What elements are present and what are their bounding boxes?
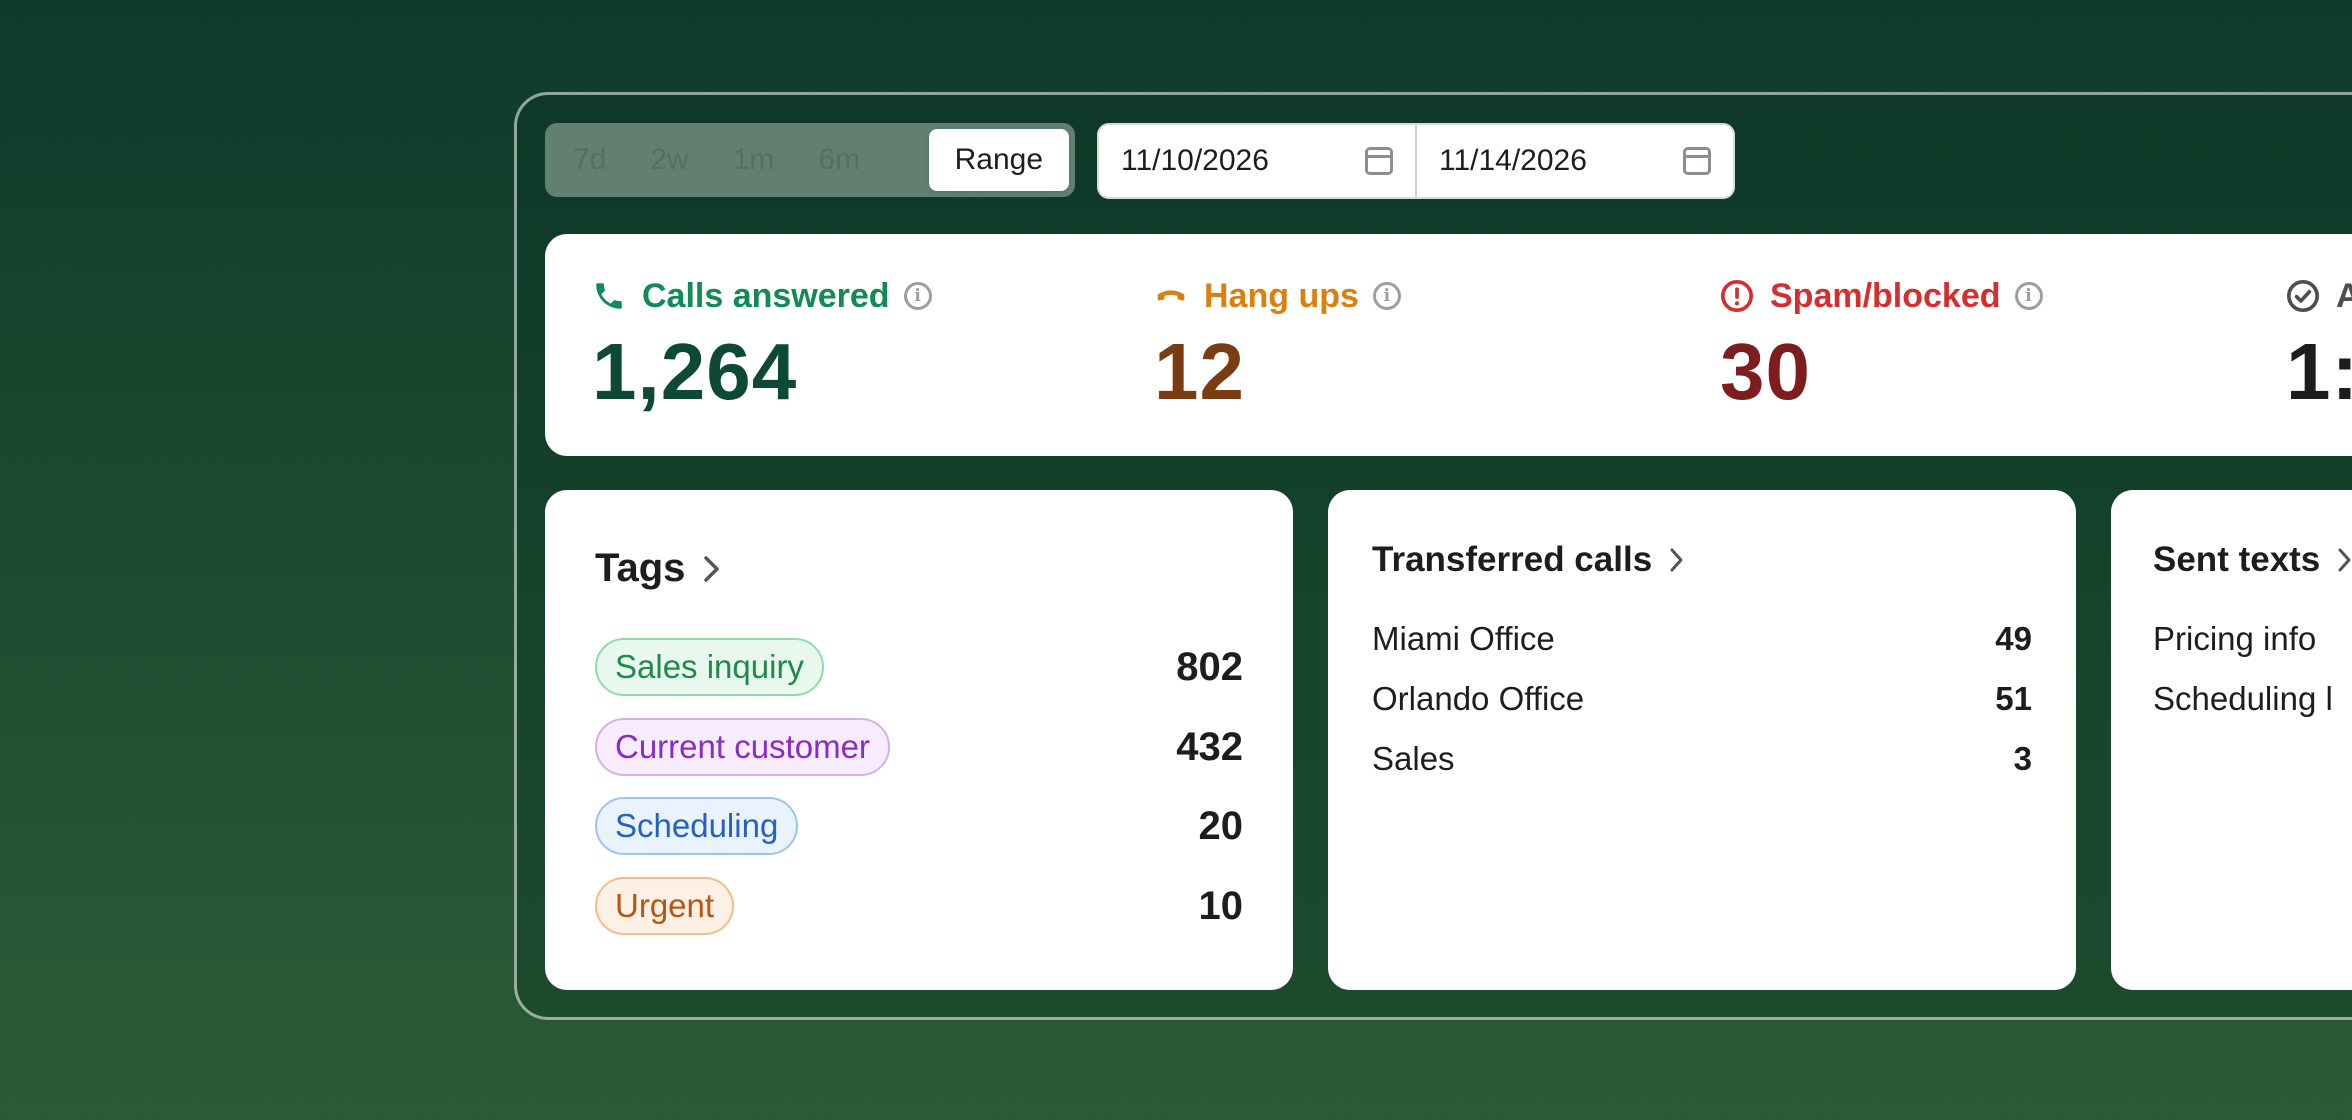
tag-pill: Current customer [595, 718, 890, 776]
transferred-calls-title: Transferred calls [1372, 540, 1653, 579]
check-circle-icon [2286, 279, 2320, 313]
phone-icon [596, 283, 622, 309]
tags-card: Tags Sales inquiry 802 Current customer … [545, 490, 1293, 990]
tag-row[interactable]: Sales inquiry 802 [595, 638, 1243, 696]
hang-up-icon [1157, 290, 1185, 301]
stat-value: 1: [2286, 327, 2352, 416]
tag-row[interactable]: Current customer 432 [595, 718, 1243, 776]
list-item[interactable]: Miami Office 49 [1372, 620, 2032, 658]
range-option-7d[interactable]: 7d [573, 143, 607, 176]
date-range-picker: 11/10/2026 11/14/2026 [1097, 123, 1735, 199]
tag-pill: Urgent [595, 877, 735, 935]
stat-calls-answered: Calls answered i 1,264 [592, 276, 932, 418]
end-date-field[interactable]: 11/14/2026 [1415, 125, 1733, 197]
tag-count: 802 [1176, 644, 1243, 689]
stat-value: 30 [1720, 327, 1811, 416]
range-option-6m[interactable]: 6m [818, 143, 861, 176]
range-option-2w[interactable]: 2w [650, 143, 689, 176]
tag-count: 10 [1198, 883, 1244, 928]
stat-label: Hang ups [1204, 276, 1359, 315]
list-item[interactable]: Orlando Office 51 [1372, 680, 2032, 718]
stat-label: Spam/blocked [1770, 276, 2001, 315]
tag-count: 432 [1176, 724, 1243, 769]
stats-panel: Calls answered i 1,264 Hang ups i 12 Spa… [545, 234, 2352, 456]
info-icon[interactable]: i [1372, 282, 1401, 310]
stat-average: A 1: [2286, 276, 2352, 418]
list-item-label: Orlando Office [1372, 680, 1585, 717]
tag-row[interactable]: Scheduling 20 [595, 797, 1243, 855]
list-item-label: Sales [1372, 740, 1455, 777]
range-option-1m[interactable]: 1m [732, 143, 775, 176]
stat-value: 12 [1154, 327, 1245, 416]
end-date-value: 11/14/2026 [1439, 144, 1587, 177]
info-icon[interactable]: i [903, 282, 932, 310]
list-item[interactable]: Scheduling l [2153, 680, 2333, 718]
stat-value: 1,264 [592, 327, 798, 416]
list-item[interactable]: Sales 3 [1372, 740, 2032, 778]
list-item-label: Miami Office [1372, 620, 1555, 657]
transferred-calls-header[interactable]: Transferred calls [1372, 540, 1686, 580]
sent-texts-header[interactable]: Sent texts [2153, 540, 2352, 580]
tag-row[interactable]: Urgent 10 [595, 877, 1243, 935]
start-date-value: 11/10/2026 [1121, 144, 1269, 177]
list-item-count: 49 [1995, 620, 2032, 657]
alert-icon [1720, 279, 1754, 313]
stat-label: A [2336, 276, 2352, 315]
list-item-count: 3 [2013, 740, 2032, 777]
list-item-label: Pricing info [2153, 620, 2317, 657]
sent-texts-title: Sent texts [2153, 540, 2321, 579]
sent-texts-card: Sent texts Pricing info Scheduling l [2111, 490, 2352, 990]
stat-spam-blocked: Spam/blocked i 30 [1720, 276, 2043, 418]
chevron-right-icon [1670, 548, 1683, 572]
range-selector: 7d 2w 1m 6m Range [545, 123, 1075, 197]
info-icon[interactable]: i [2014, 282, 2043, 310]
tag-pill: Sales inquiry [595, 638, 824, 696]
tags-card-header[interactable]: Tags [595, 546, 723, 591]
tag-count: 20 [1198, 803, 1244, 848]
stat-label: Calls answered [642, 276, 890, 315]
chevron-right-icon [2338, 548, 2351, 572]
calendar-icon[interactable] [1683, 147, 1711, 175]
tags-card-title: Tags [595, 546, 686, 590]
range-option-custom[interactable]: Range [928, 129, 1069, 191]
stat-hang-ups: Hang ups i 12 [1154, 276, 1401, 418]
chevron-right-icon [704, 555, 720, 582]
transferred-calls-card: Transferred calls Miami Office 49 Orland… [1328, 490, 2076, 990]
tag-pill: Scheduling [595, 797, 799, 855]
list-item-label: Scheduling l [2153, 680, 2333, 717]
calendar-icon[interactable] [1365, 147, 1393, 175]
list-item-count: 51 [1995, 680, 2032, 717]
list-item[interactable]: Pricing info [2153, 620, 2316, 658]
start-date-field[interactable]: 11/10/2026 [1099, 125, 1415, 197]
